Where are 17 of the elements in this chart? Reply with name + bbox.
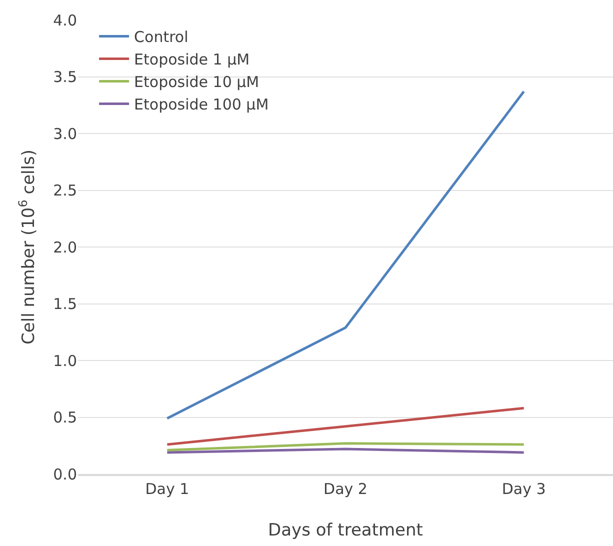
x-tick-label: Day 3 — [502, 480, 546, 498]
y-tick-label: 2.5 — [53, 182, 77, 200]
y-tick-label: 4.0 — [53, 11, 77, 30]
x-tick-label: Day 1 — [145, 480, 190, 498]
y-tick-label: 0.5 — [53, 408, 77, 426]
y-tick-label: 1.0 — [53, 352, 77, 370]
y-tick-label: 3.5 — [53, 68, 77, 86]
legend-label: Etoposide 100 µM — [134, 96, 269, 114]
y-tick-label: 1.5 — [53, 295, 77, 313]
x-axis-title: Days of treatment — [268, 520, 424, 540]
legend-label: Etoposide 1 µM — [134, 50, 250, 69]
legend-label: Etoposide 10 µM — [134, 73, 260, 92]
y-tick-label: 2.0 — [53, 238, 77, 256]
y-tick-label: 3.0 — [53, 124, 77, 143]
legend-label: Control — [134, 28, 188, 46]
x-tick-label: Day 2 — [324, 480, 368, 498]
y-tick-label: 0.0 — [53, 465, 77, 484]
